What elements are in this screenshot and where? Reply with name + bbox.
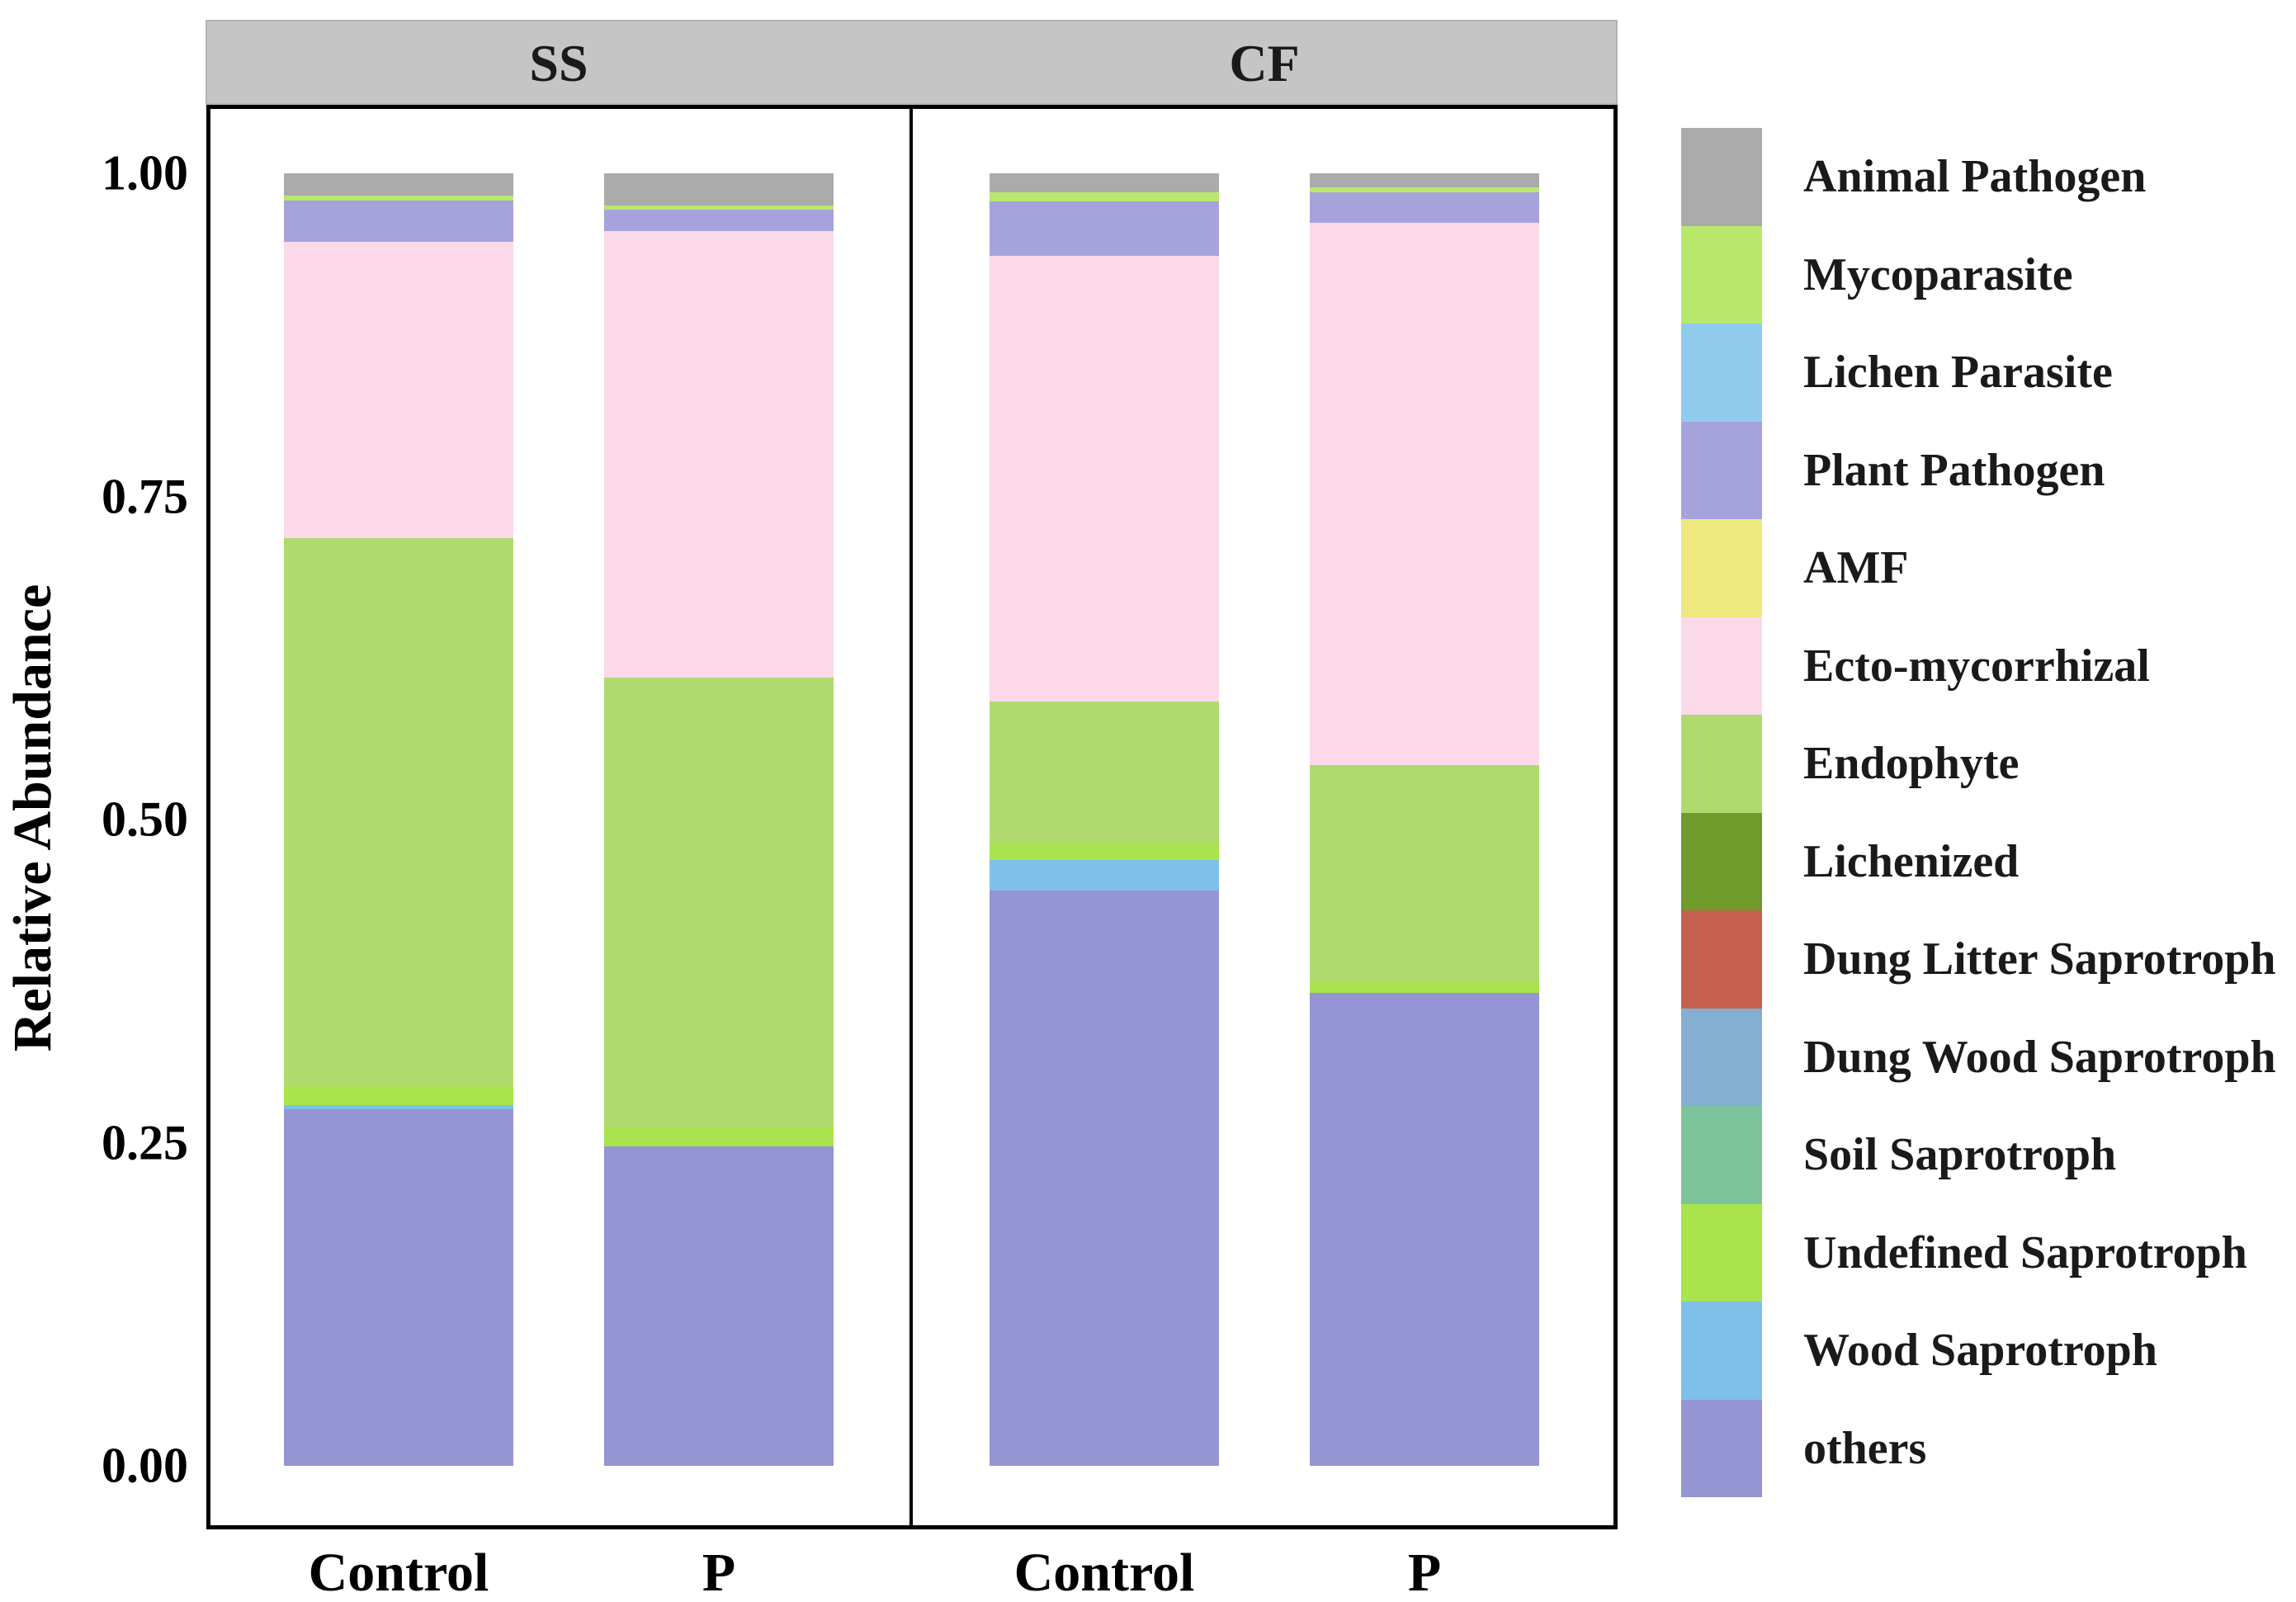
legend-label: others <box>1803 1423 1927 1474</box>
legend-label: Undefined Saprotroph <box>1803 1227 2247 1278</box>
legend-swatch <box>1681 715 1762 813</box>
x-tick-label: Control <box>308 1543 489 1602</box>
bar-segment <box>284 201 513 242</box>
bar-segment <box>604 1127 834 1146</box>
legend-swatch <box>1681 128 1762 226</box>
y-tick-label: 0.25 <box>102 1115 188 1170</box>
legend-label: Wood Saprotroph <box>1803 1325 2157 1376</box>
legend-swatch <box>1681 1302 1762 1400</box>
bar-segment <box>604 206 834 210</box>
y-tick-label: 0.50 <box>102 792 188 847</box>
bar-segment <box>1310 993 1539 1466</box>
legend-label: Lichenized <box>1803 836 2020 887</box>
legend-label: Endophyte <box>1803 738 2020 789</box>
bar-segment <box>604 231 834 678</box>
facet-strip <box>206 20 1618 105</box>
bar-segment <box>990 844 1219 860</box>
legend-swatch <box>1681 1400 1762 1497</box>
facet-label: SS <box>529 34 588 92</box>
bar-segment <box>990 702 1219 844</box>
bar-segment <box>990 173 1219 192</box>
legend-swatch <box>1681 617 1762 715</box>
legend-label: Dung Litter Saprotroph <box>1803 933 2276 985</box>
legend-swatch <box>1681 1106 1762 1204</box>
bar-segment <box>1310 765 1539 982</box>
bar-segment <box>990 891 1219 1466</box>
legend-label: Mycoparasite <box>1803 249 2073 300</box>
bar-segment <box>604 210 834 231</box>
bar-segment <box>1310 982 1539 993</box>
bar-segment <box>604 1146 834 1466</box>
stacked-bar <box>604 173 834 1466</box>
facet-divider <box>909 105 913 1529</box>
x-tick-label: Control <box>1013 1543 1195 1602</box>
bar-segment <box>990 201 1219 256</box>
legend-swatch <box>1681 519 1762 617</box>
y-tick-label: 0.75 <box>102 469 188 524</box>
bar-segment <box>1310 173 1539 187</box>
bar-segment <box>284 538 513 1086</box>
bar-segment <box>604 173 834 206</box>
legend-swatch <box>1681 226 1762 324</box>
bar-segment <box>1310 223 1539 765</box>
legend-swatch <box>1681 324 1762 422</box>
y-tick-label: 1.00 <box>102 145 188 201</box>
bar-segment <box>284 1109 513 1466</box>
bar-segment <box>284 1086 513 1105</box>
bar-segment <box>284 242 513 538</box>
bar-segment <box>284 1105 513 1109</box>
legend-label: Dung Wood Saprotroph <box>1803 1032 2276 1083</box>
bar-segment <box>284 196 513 201</box>
bar-segment <box>604 678 834 1127</box>
legend-swatch <box>1681 422 1762 519</box>
legend-swatch <box>1681 910 1762 1009</box>
legend-label: Lichen Parasite <box>1803 347 2113 398</box>
legend-swatch <box>1681 1204 1762 1302</box>
legend-label: AMF <box>1803 542 1909 593</box>
stacked-bar <box>284 173 513 1466</box>
stacked-bar <box>990 173 1219 1466</box>
stacked-bar <box>1310 173 1539 1466</box>
legend-swatch <box>1681 1009 1762 1106</box>
legend-label: Animal Pathogen <box>1803 151 2147 202</box>
bar-segment <box>990 256 1219 702</box>
legend-label: Soil Saprotroph <box>1803 1129 2117 1180</box>
facet-label: CF <box>1229 34 1300 92</box>
bar-segment <box>990 860 1219 891</box>
bar-segment <box>1310 192 1539 223</box>
legend-label: Plant Pathogen <box>1803 445 2105 496</box>
bar-segment <box>1310 187 1539 192</box>
legend-label: Ecto-mycorrhizal <box>1803 640 2150 692</box>
bar-segment <box>284 173 513 196</box>
x-tick-label: P <box>1407 1543 1442 1602</box>
y-tick-label: 0.00 <box>102 1438 188 1493</box>
legend-swatch <box>1681 813 1762 910</box>
x-tick-label: P <box>702 1543 736 1602</box>
bar-segment <box>990 192 1219 201</box>
